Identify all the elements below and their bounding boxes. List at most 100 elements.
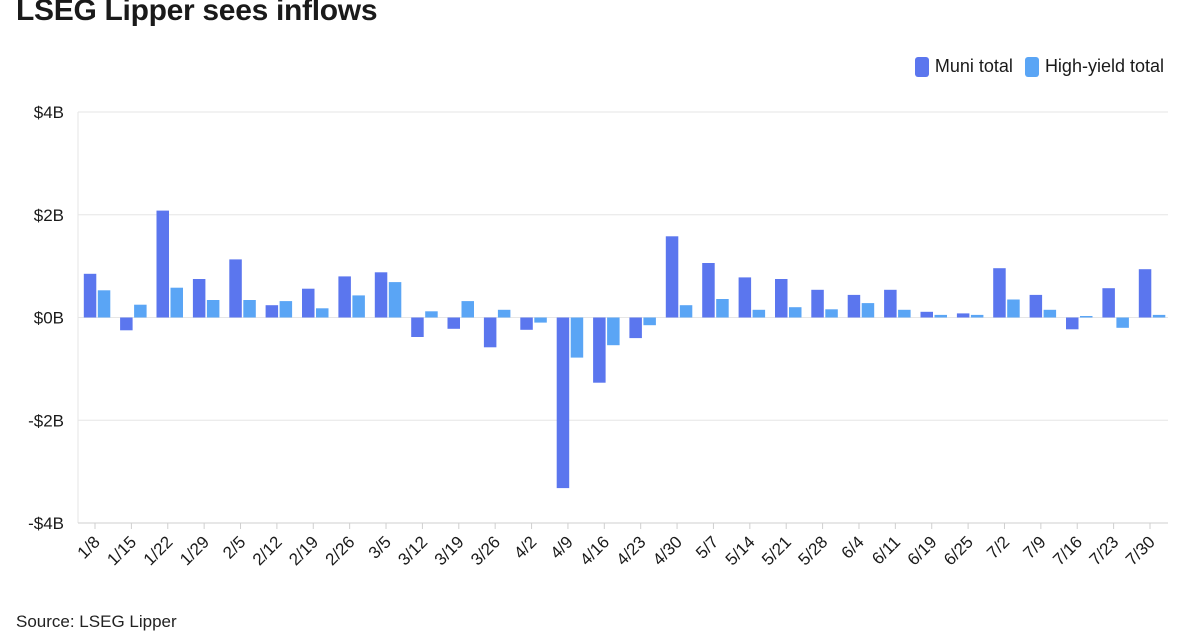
bar-muni (1066, 317, 1079, 330)
bar-muni (702, 263, 715, 318)
bar-high-yield (607, 317, 620, 346)
bar-muni (338, 276, 351, 318)
x-tick-label: 1/8 (74, 532, 104, 562)
bar-muni (775, 279, 788, 318)
x-tick-label: 7/16 (1049, 532, 1086, 569)
x-tick-label: 3/5 (365, 532, 395, 562)
x-tick-label: 2/12 (249, 532, 286, 569)
bar-muni (593, 317, 606, 383)
bar-high-yield (1116, 317, 1129, 328)
bar-high-yield (170, 287, 183, 318)
x-tick-label: 6/19 (904, 532, 941, 569)
x-tick-label: 5/21 (758, 532, 795, 569)
legend-swatch-high-yield (1024, 56, 1039, 77)
bar-high-yield (898, 309, 911, 318)
bar-high-yield (1152, 314, 1166, 318)
x-tick-label: 3/26 (467, 532, 504, 569)
bar-high-yield (861, 303, 875, 318)
bar-high-yield (825, 309, 838, 318)
bar-muni (1138, 269, 1152, 318)
bar-muni (483, 317, 497, 348)
bar-high-yield (134, 304, 147, 318)
bar-high-yield (934, 314, 947, 318)
x-tick-label: 1/29 (176, 532, 213, 569)
legend: Muni total High-yield total (903, 56, 1164, 77)
y-axis: $4B $2B $0B -$2B -$4B (28, 103, 64, 533)
bar-high-yield (352, 295, 365, 318)
y-tick-label: -$2B (28, 411, 64, 430)
legend-label-muni: Muni total (934, 56, 1013, 76)
bar-muni (920, 311, 933, 318)
legend-swatch-muni (914, 56, 929, 77)
bar-muni (447, 317, 460, 329)
x-axis: 1/8 1/15 1/22 1/29 2/5 2/12 2/19 2/26 3/5 3/12 3/1… (74, 523, 1159, 569)
bars (83, 210, 1166, 489)
x-tick-label: 5/7 (692, 532, 722, 562)
x-tick-label: 4/2 (510, 532, 540, 562)
bar-muni (192, 279, 206, 318)
x-tick-label: 3/12 (394, 532, 431, 569)
bar-muni (993, 268, 1006, 318)
bar-high-yield (388, 282, 402, 318)
x-tick-label: 2/5 (219, 532, 249, 562)
bar-high-yield (643, 317, 656, 326)
x-tick-label: 7/30 (1122, 532, 1159, 569)
x-tick-label: 7/23 (1086, 532, 1123, 569)
bar-muni (665, 236, 679, 318)
bar-muni (83, 273, 97, 318)
source-note: Source: LSEG Lipper (16, 612, 177, 631)
bar-high-yield (461, 301, 474, 318)
x-tick-label: 2/19 (285, 532, 322, 569)
bar-muni (629, 317, 642, 339)
bar-muni (229, 259, 242, 318)
x-tick-label: 1/22 (140, 532, 177, 569)
bar-high-yield (752, 309, 766, 318)
bar-muni (1029, 294, 1043, 318)
bar-high-yield (570, 317, 584, 358)
bar-high-yield (497, 309, 511, 318)
x-tick-label: 4/30 (649, 532, 686, 569)
legend-label-high-yield: High-yield total (1044, 56, 1164, 76)
bar-high-yield (97, 290, 111, 318)
x-tick-label: 7/2 (983, 532, 1013, 562)
bar-high-yield (1043, 309, 1057, 318)
x-tick-label: 4/9 (547, 532, 577, 562)
y-tick-label: $4B (34, 103, 64, 122)
legend-item-high-yield[interactable]: High-yield total (1024, 56, 1164, 77)
bar-muni (1102, 288, 1115, 318)
bar-muni (556, 317, 570, 489)
bar-muni (120, 317, 133, 331)
bar-muni (520, 317, 533, 330)
bar-high-yield (425, 311, 438, 318)
x-tick-label: 2/26 (322, 532, 359, 569)
bar-high-yield (534, 317, 547, 323)
legend-item-muni[interactable]: Muni total (914, 56, 1013, 77)
bar-muni (847, 294, 861, 318)
y-tick-label: $2B (34, 206, 64, 225)
bar-high-yield (679, 305, 693, 318)
bar-muni (374, 272, 388, 318)
gridlines (77, 111, 1168, 524)
x-tick-label: 4/23 (613, 532, 650, 569)
bar-high-yield (1007, 299, 1020, 318)
y-tick-label: -$4B (28, 514, 64, 533)
y-tick-label: $0B (34, 309, 64, 328)
bar-high-yield (716, 299, 729, 318)
x-tick-label: 7/9 (1020, 532, 1050, 562)
bar-muni (302, 288, 315, 318)
bar-muni (156, 210, 169, 318)
bar-high-yield (279, 301, 293, 318)
x-tick-label: 6/4 (838, 532, 868, 562)
x-tick-label: 5/28 (795, 532, 832, 569)
x-tick-label: 4/16 (576, 532, 613, 569)
x-tick-label: 6/11 (868, 532, 904, 568)
bar-high-yield (243, 300, 256, 318)
bar-muni (738, 277, 752, 318)
x-tick-label: 6/25 (940, 532, 977, 569)
bar-high-yield (206, 300, 220, 318)
bar-high-yield (970, 314, 984, 318)
x-tick-label: 5/14 (722, 532, 759, 569)
bar-high-yield (1080, 316, 1093, 318)
bar-muni (811, 289, 824, 318)
